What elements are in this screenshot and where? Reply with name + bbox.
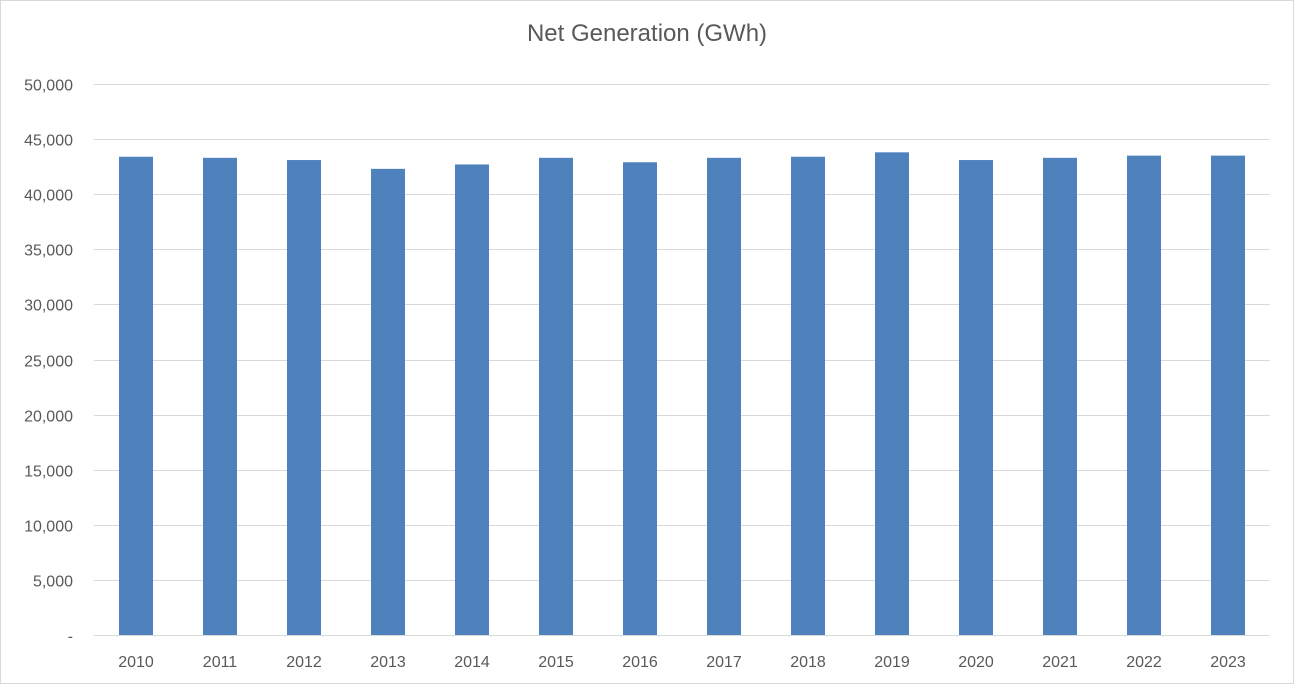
y-tick-label: 5,000 [33, 574, 73, 591]
x-tick-label: 2023 [1210, 654, 1246, 671]
bar-2013 [371, 168, 405, 635]
x-tick-label: 2020 [958, 654, 994, 671]
x-tick-label: 2015 [538, 654, 574, 671]
bar-2019 [875, 152, 909, 635]
x-tick-label: 2022 [1126, 654, 1162, 671]
y-tick-label: 45,000 [24, 133, 73, 150]
bar-2010 [119, 156, 153, 636]
x-tick-label: 2012 [286, 654, 322, 671]
y-tick-label: 50,000 [24, 78, 73, 95]
y-tick-label: 20,000 [24, 409, 73, 426]
bar-2014 [455, 164, 489, 635]
x-tick-label: 2019 [874, 654, 910, 671]
bar-2020 [959, 160, 993, 636]
x-tick-label: 2016 [622, 654, 658, 671]
bar-2012 [287, 160, 321, 636]
y-tick-label: 10,000 [24, 519, 73, 536]
bar-2016 [623, 162, 657, 636]
x-tick-label: 2017 [706, 654, 742, 671]
chart-title: Net Generation (GWh) [526, 20, 768, 47]
bar-2018 [791, 156, 825, 636]
x-tick-label: 2013 [370, 654, 406, 671]
bar-2022 [1127, 155, 1161, 635]
bar-2011 [203, 157, 237, 635]
y-tick-label: 25,000 [24, 354, 73, 371]
x-tick-label: 2011 [203, 654, 238, 671]
bar-2021 [1043, 157, 1077, 635]
bar-2023 [1211, 155, 1245, 635]
x-tick-label: 2010 [118, 654, 154, 671]
y-tick-label: 35,000 [24, 243, 73, 260]
y-tick-label: 30,000 [24, 298, 73, 315]
y-tick-label: 40,000 [24, 188, 73, 205]
bar-2015 [539, 157, 573, 635]
y-tick-label: 15,000 [24, 464, 73, 481]
x-tick-label: 2014 [454, 654, 490, 671]
bar-2017 [707, 157, 741, 635]
x-tick-label: 2021 [1042, 654, 1078, 671]
x-tick-label: 2018 [790, 654, 826, 671]
y-tick-label: - [68, 629, 73, 646]
